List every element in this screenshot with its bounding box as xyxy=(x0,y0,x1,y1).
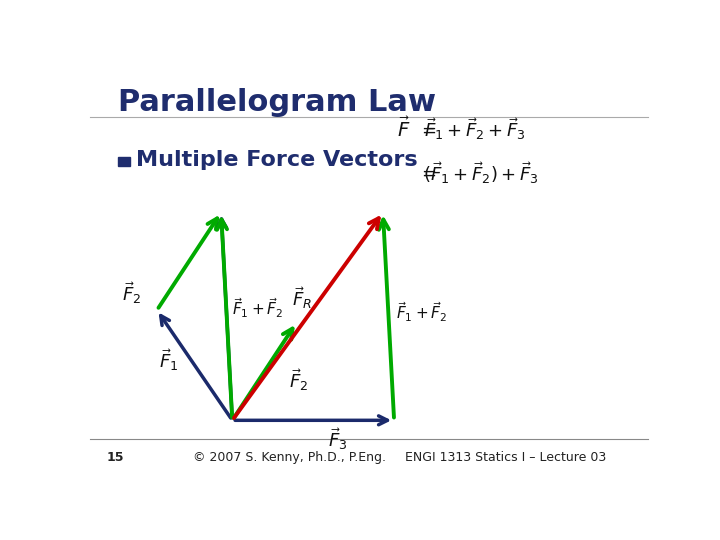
Text: UNIVERSITY: UNIVERSITY xyxy=(636,515,688,524)
Text: © 2007 S. Kenny, Ph.D., P.Eng.: © 2007 S. Kenny, Ph.D., P.Eng. xyxy=(193,451,386,464)
Text: 15: 15 xyxy=(107,451,125,464)
Text: $\vec{F}_1 + \vec{F}_2$: $\vec{F}_1 + \vec{F}_2$ xyxy=(396,300,448,324)
Bar xyxy=(118,157,130,166)
Text: $\vec{F}_R$: $\vec{F}_R$ xyxy=(292,285,312,310)
Text: $\vec{F}$: $\vec{F}$ xyxy=(397,117,411,141)
Text: ENGI 1313 Statics I – Lecture 03: ENGI 1313 Statics I – Lecture 03 xyxy=(405,451,606,464)
Text: MEMORIAL: MEMORIAL xyxy=(639,500,685,509)
Text: $\vec{F}_2$: $\vec{F}_2$ xyxy=(122,281,142,306)
Text: $=$: $=$ xyxy=(418,120,437,138)
Text: $\vec{F}_2$: $\vec{F}_2$ xyxy=(289,368,308,394)
Text: $=$: $=$ xyxy=(418,164,437,182)
Text: $\vec{F}_1$: $\vec{F}_1$ xyxy=(159,347,179,373)
Text: $\vec{F}_1 + \vec{F}_2 + \vec{F}_3$: $\vec{F}_1 + \vec{F}_2 + \vec{F}_3$ xyxy=(424,116,526,142)
Text: $\vec{F}_1 + \vec{F}_2$: $\vec{F}_1 + \vec{F}_2$ xyxy=(232,296,283,320)
Text: Parallelogram Law: Parallelogram Law xyxy=(118,87,436,117)
Text: $(\vec{F}_1 + \vec{F}_2) + \vec{F}_3$: $(\vec{F}_1 + \vec{F}_2) + \vec{F}_3$ xyxy=(423,160,539,186)
Text: $\vec{F}_3$: $\vec{F}_3$ xyxy=(328,426,347,452)
Text: Multiple Force Vectors: Multiple Force Vectors xyxy=(136,151,418,171)
